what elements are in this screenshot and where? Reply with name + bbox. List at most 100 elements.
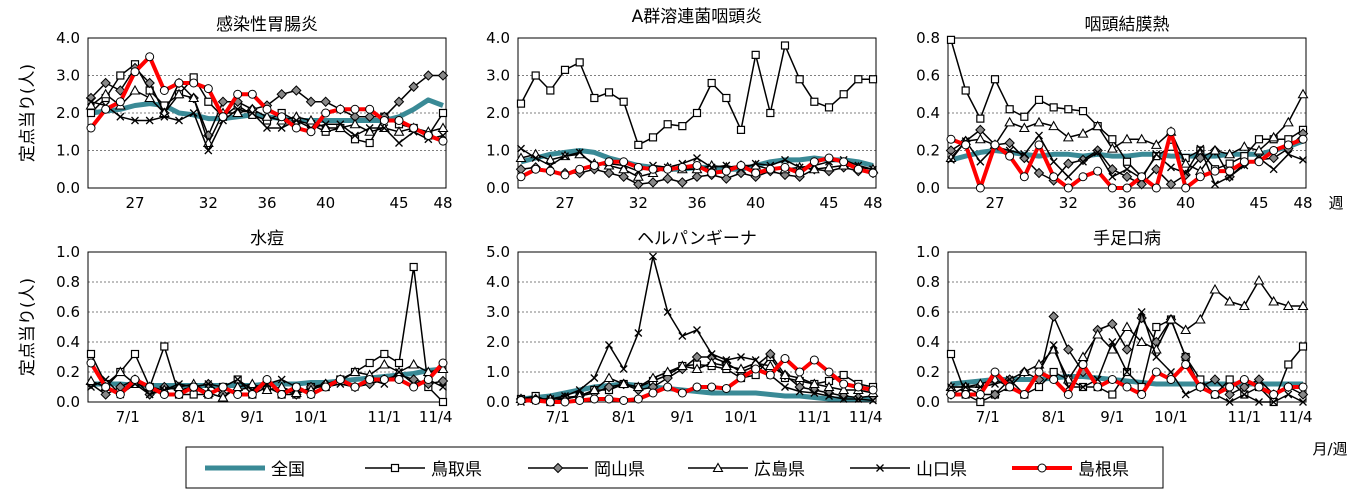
data-point	[648, 388, 658, 398]
data-point	[1108, 172, 1117, 181]
data-point	[990, 367, 1000, 377]
data-point	[647, 372, 659, 383]
data-point	[115, 97, 125, 107]
data-point	[1092, 120, 1104, 131]
data-point	[794, 372, 806, 383]
data-point	[736, 373, 746, 383]
data-point	[1033, 167, 1045, 179]
data-point	[145, 52, 155, 62]
x-tick-label: 40	[746, 194, 765, 212]
data-point	[765, 348, 776, 360]
data-point	[678, 122, 687, 131]
data-point	[204, 97, 213, 106]
data-point	[946, 134, 956, 144]
data-point	[437, 375, 449, 387]
data-point	[233, 375, 242, 384]
data-point	[1077, 128, 1089, 138]
data-point	[204, 146, 213, 155]
data-point	[233, 390, 243, 399]
data-point	[619, 157, 629, 167]
data-point	[604, 394, 614, 404]
data-point	[217, 96, 229, 107]
data-point	[736, 125, 746, 134]
data-point	[946, 35, 956, 44]
data-point	[277, 390, 287, 399]
data-point	[409, 123, 419, 133]
data-point	[116, 112, 125, 121]
data-point	[677, 388, 687, 398]
data-point	[1033, 116, 1045, 127]
data-point	[517, 144, 525, 153]
data-point	[305, 96, 317, 107]
data-point	[648, 164, 658, 174]
data-point	[306, 390, 316, 399]
data-point	[189, 109, 198, 117]
data-point	[633, 179, 644, 190]
data-point	[101, 104, 111, 114]
data-point	[380, 349, 389, 359]
data-point	[438, 397, 448, 407]
data-point	[976, 157, 985, 166]
data-point	[203, 390, 213, 399]
chart-title: 水痘	[250, 229, 284, 249]
data-point	[437, 122, 449, 133]
data-point	[247, 390, 257, 399]
data-point	[1108, 135, 1117, 144]
data-point	[291, 85, 302, 96]
data-point	[350, 382, 360, 392]
chart-title: 咽頭結膜熱	[1085, 15, 1170, 35]
data-point	[1062, 131, 1074, 142]
data-point	[247, 89, 257, 99]
data-point	[1238, 141, 1250, 151]
x-tick-label: 27	[555, 194, 574, 212]
x-unit-label: 月/週	[1312, 440, 1347, 458]
data-point	[575, 164, 585, 174]
x-tick-label: 48	[1293, 194, 1312, 212]
data-point	[1181, 390, 1190, 399]
data-point	[232, 107, 244, 118]
data-point	[781, 155, 789, 164]
x-tick-label: 40	[316, 194, 335, 212]
data-point	[575, 396, 585, 405]
data-point	[438, 136, 448, 146]
data-point	[1020, 112, 1029, 121]
legend-box	[185, 446, 1164, 489]
data-point	[320, 122, 332, 133]
y-tick-label: 0.4	[56, 333, 80, 351]
data-point	[676, 360, 688, 371]
data-point	[277, 112, 287, 122]
data-point	[87, 97, 95, 106]
data-point	[634, 329, 643, 337]
data-point	[1298, 382, 1308, 392]
data-point	[1093, 166, 1103, 176]
data-point	[838, 384, 850, 395]
data-point	[408, 358, 420, 369]
data-point	[1107, 183, 1117, 193]
data-point	[1136, 336, 1148, 347]
data-point	[1239, 375, 1249, 384]
data-point	[869, 396, 877, 405]
data-point	[632, 381, 644, 392]
data-point	[437, 70, 449, 81]
data-point	[663, 120, 672, 129]
data-point	[1063, 390, 1073, 399]
data-point	[809, 157, 819, 167]
data-point	[795, 168, 805, 178]
data-point	[691, 171, 703, 182]
y-tick-label: 4.0	[486, 29, 510, 47]
x-tick-label: 36	[687, 194, 706, 212]
data-point	[261, 111, 273, 121]
data-point	[706, 357, 718, 368]
data-point	[795, 75, 804, 84]
x-tick-label: 7/1	[546, 408, 570, 426]
data-point	[546, 86, 555, 95]
data-point	[1093, 148, 1102, 157]
legend-marker	[876, 464, 884, 472]
data-point	[632, 171, 644, 181]
data-point	[961, 140, 971, 150]
data-point	[349, 118, 361, 129]
data-point	[1151, 183, 1161, 193]
data-point	[1180, 324, 1192, 335]
y-tick-label: 0.0	[486, 393, 510, 411]
